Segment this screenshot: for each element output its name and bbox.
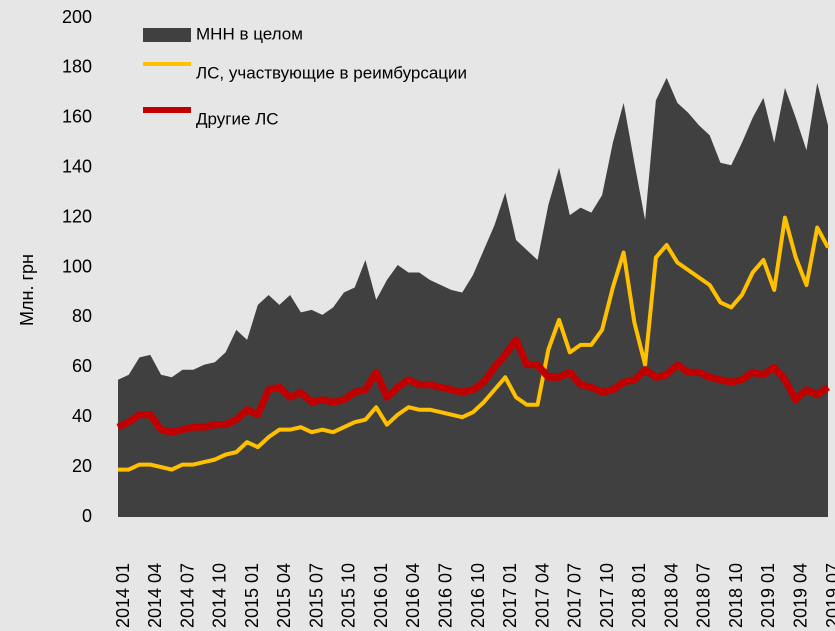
legend-label: МНН в целом: [196, 24, 303, 43]
x-tick-label: 2019 07: [823, 563, 835, 628]
x-tick-label: 2019 01: [758, 563, 778, 628]
y-tick-label: 120: [62, 206, 92, 226]
y-tick-label: 60: [72, 356, 92, 376]
x-tick-label: 2015 07: [306, 563, 326, 628]
x-tick-label: 2015 04: [274, 563, 294, 628]
x-tick-label: 2017 07: [565, 563, 585, 628]
x-tick-label: 2016 10: [468, 563, 488, 628]
x-tick-label: 2016 04: [403, 563, 423, 628]
x-tick-label: 2017 04: [532, 563, 552, 628]
x-tick-label: 2014 01: [113, 563, 133, 628]
y-tick-label: 180: [62, 57, 92, 77]
legend-swatch: [143, 28, 191, 42]
y-tick-label: 140: [62, 156, 92, 176]
y-tick-label: 160: [62, 107, 92, 127]
y-tick-label: 0: [82, 506, 92, 526]
y-tick-label: 20: [72, 456, 92, 476]
x-tick-label: 2014 10: [210, 563, 230, 628]
x-tick-label: 2018 07: [694, 563, 714, 628]
y-tick-label: 200: [62, 7, 92, 27]
line: [116, 336, 830, 436]
line: [118, 215, 830, 472]
x-tick-label: 2014 07: [177, 563, 197, 628]
x-tick-label: 2015 10: [339, 563, 359, 628]
y-tick-label: 100: [62, 256, 92, 276]
x-tick-label: 2019 04: [790, 563, 810, 628]
y-axis-label: Млн. грн: [17, 254, 37, 326]
x-tick-label: 2018 04: [661, 563, 681, 628]
y-tick-label: 40: [72, 406, 92, 426]
x-tick-label: 2018 01: [629, 563, 649, 628]
y-tick-label: 80: [72, 306, 92, 326]
legend-label: ЛС, участвующие в реимбурсации: [196, 63, 467, 82]
legend-label: Другие ЛС: [196, 109, 279, 128]
x-tick-label: 2016 07: [435, 563, 455, 628]
x-tick-label: 2014 04: [145, 563, 165, 628]
area: [118, 77, 828, 517]
x-tick-label: 2015 01: [242, 563, 262, 628]
x-tick-label: 2018 10: [726, 563, 746, 628]
x-tick-label: 2016 01: [371, 563, 391, 628]
x-tick-label: 2017 01: [500, 563, 520, 628]
x-tick-label: 2017 10: [597, 563, 617, 628]
